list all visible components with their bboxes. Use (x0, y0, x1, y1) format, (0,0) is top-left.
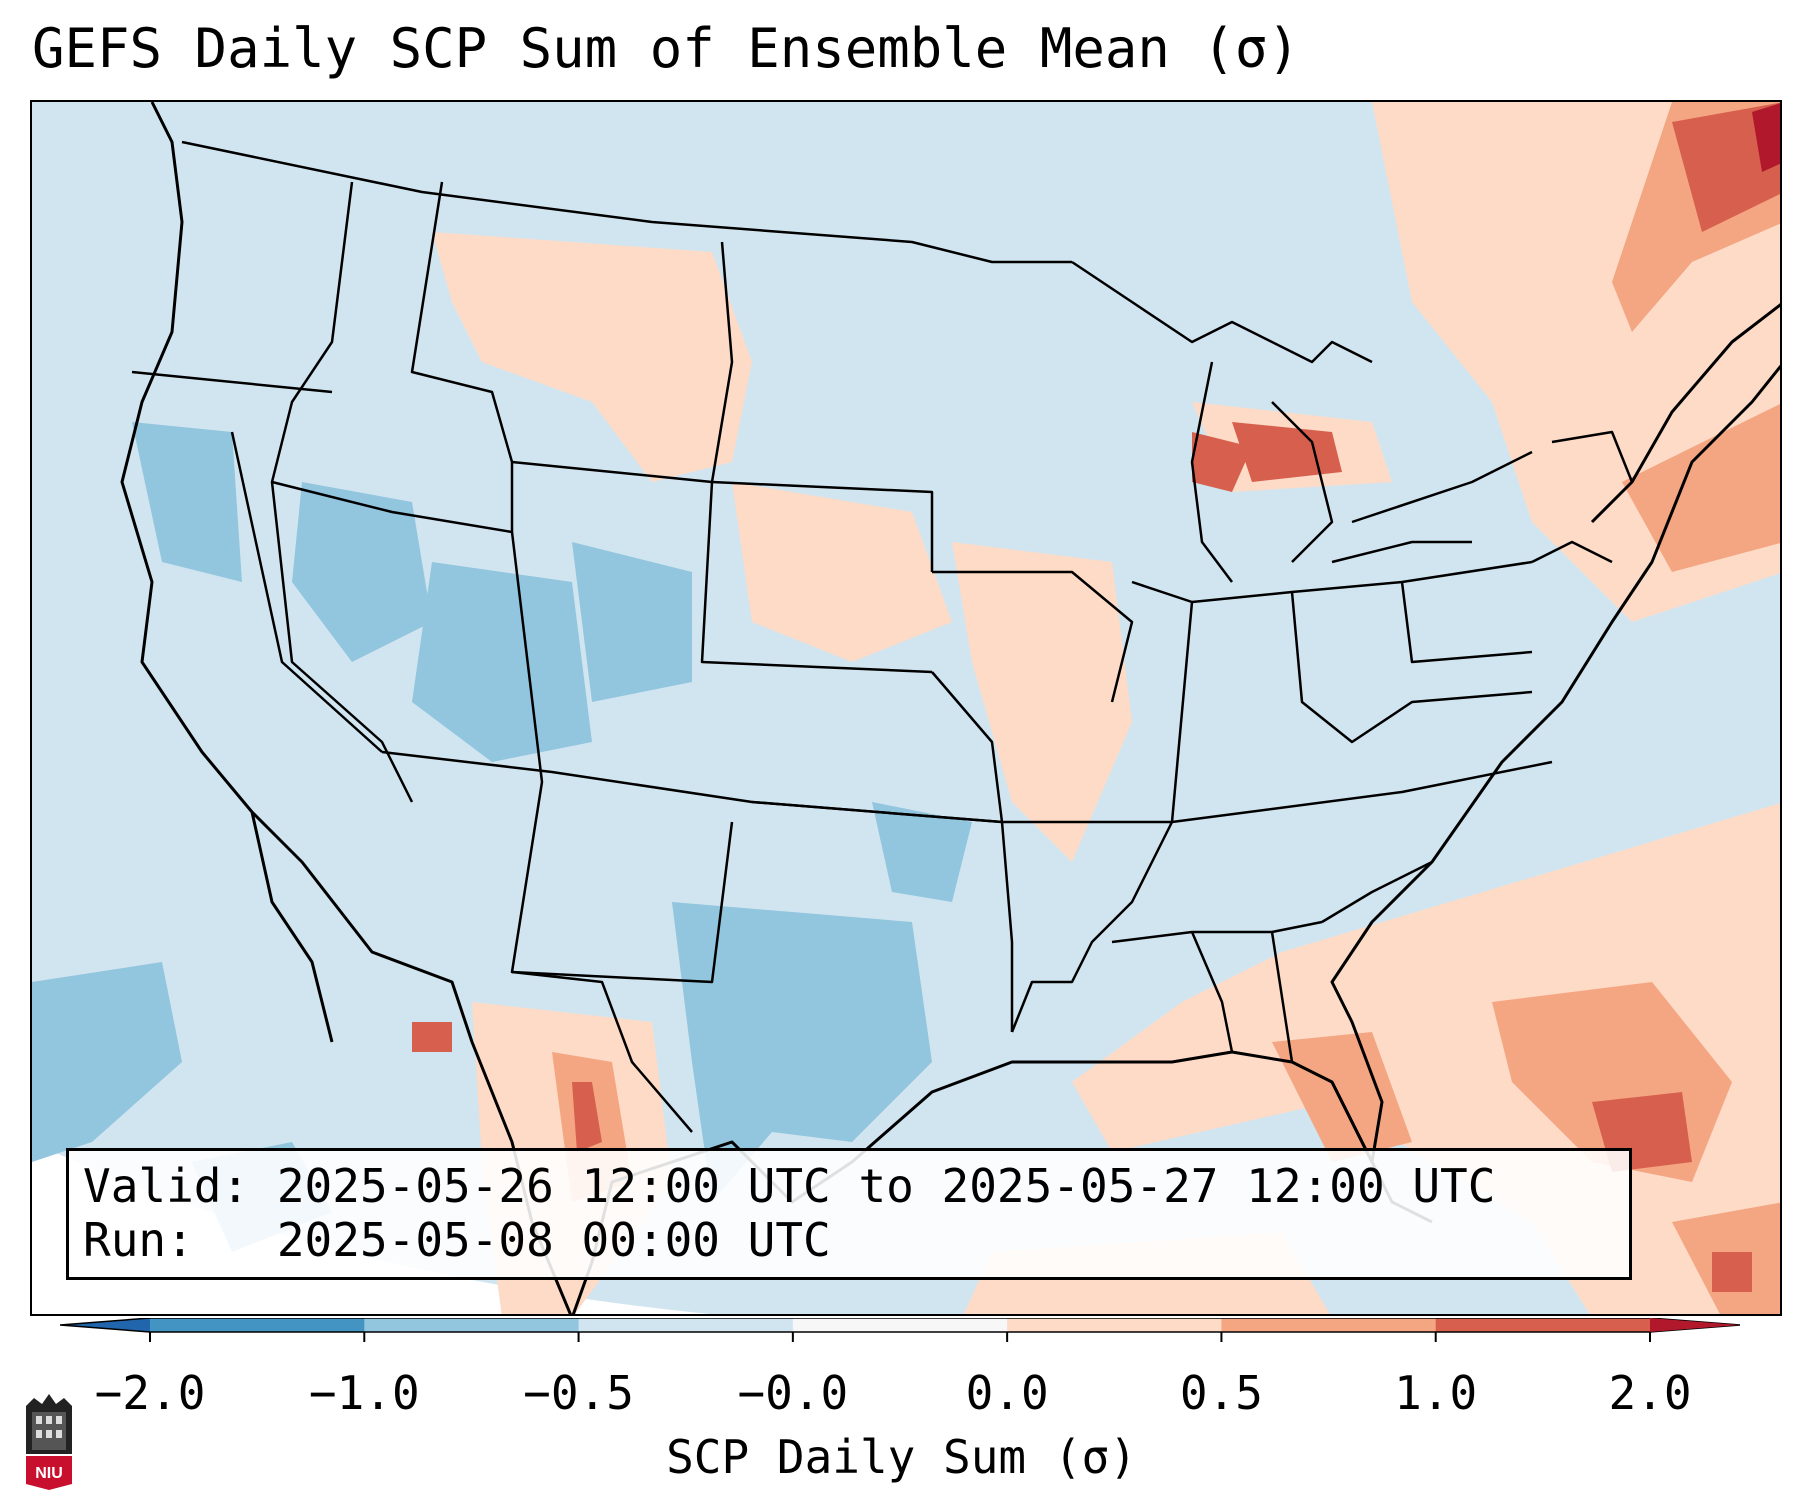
map-title: GEFS Daily SCP Sum of Ensemble Mean (σ) (32, 17, 1300, 80)
map-panel (30, 100, 1782, 1316)
colorbar-segment-3 (792, 1318, 1008, 1332)
colorbar-tick-label: 1.0 (1394, 1366, 1478, 1420)
niu-logo: NIU (26, 1394, 72, 1490)
svg-text:NIU: NIU (35, 1465, 63, 1482)
colorbar-tick-marks (149, 1332, 1651, 1342)
extreme-positive-anomaly-areas (1752, 103, 1780, 172)
colorbar-segment-5 (1221, 1318, 1437, 1332)
run-time-text: Run: 2025-05-08 00:00 UTC (83, 1213, 831, 1267)
colorbar-tick-label: −0.0 (737, 1366, 849, 1420)
colorbar-under-arrow (60, 1318, 150, 1332)
colorbar-segment-0 (150, 1318, 365, 1332)
colorbar-segment-1 (364, 1318, 580, 1332)
colorbar-segment-6 (1435, 1318, 1651, 1332)
colorbar-tick-label: 2.0 (1608, 1366, 1692, 1420)
colorbar (60, 1318, 1740, 1342)
strong-positive-anomaly-areas (412, 102, 1780, 1292)
colorbar-segment-4 (1007, 1318, 1222, 1332)
colorbar-segment-2 (578, 1318, 794, 1332)
valid-run-info-box: Valid: 2025-05-26 12:00 UTC to 2025-05-2… (66, 1148, 1632, 1280)
colorbar-tick-label: −0.5 (523, 1366, 634, 1420)
colorbar-segments (60, 1318, 1740, 1333)
colorbar-tick-label: 0.5 (1179, 1366, 1263, 1420)
colorbar-label: SCP Daily Sum (σ) (666, 1430, 1137, 1484)
forecast-map (32, 102, 1780, 1314)
valid-time-text: Valid: 2025-05-26 12:00 UTC to 2025-05-2… (83, 1159, 1496, 1213)
colorbar-tick-label: 0.0 (965, 1366, 1049, 1420)
colorbar-tick-label: −2.0 (94, 1366, 206, 1420)
colorbar-over-arrow (1650, 1318, 1740, 1332)
colorbar-tick-label: −1.0 (308, 1366, 420, 1420)
state-borders (131, 140, 1634, 1133)
